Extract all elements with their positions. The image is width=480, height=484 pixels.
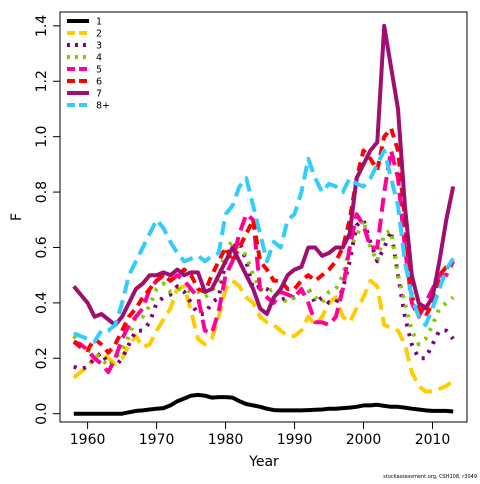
series-line-1 — [73, 392, 454, 416]
legend-label: 8+ — [96, 101, 110, 112]
y-tick-label: 0.0 — [34, 403, 50, 425]
series-line-7 — [72, 23, 456, 327]
y-tick-label: 0.2 — [34, 347, 50, 369]
footer-credit: stockassessment.org, CSH108, r3049 — [383, 474, 477, 480]
series-line-8 — [73, 148, 455, 344]
legend-label: 7 — [96, 89, 102, 100]
legend-item-5: 5 — [67, 65, 102, 76]
y-tick-label: 0.4 — [34, 292, 50, 314]
legend-item-1: 1 — [67, 17, 102, 28]
x-tick-label: 1960 — [70, 432, 106, 448]
series-line-2 — [72, 278, 455, 394]
series-line-6 — [72, 126, 455, 355]
x-axis: 1960 1970 1980 1990 2000 2010 — [70, 421, 451, 448]
legend-item-3: 3 — [67, 41, 102, 52]
y-axis: 0.0 0.2 0.4 0.6 0.8 1.0 1.2 1.4 — [34, 15, 61, 425]
legend-item-4: 4 — [67, 53, 102, 64]
y-tick-label: 1.2 — [34, 70, 50, 92]
y-tick-label: 1.4 — [34, 15, 50, 37]
legend-label: 6 — [96, 77, 102, 88]
x-tick-label: 1970 — [139, 432, 175, 448]
legend-label: 5 — [96, 65, 102, 76]
legend-item-6: 6 — [67, 77, 102, 88]
x-tick-label: 1980 — [208, 432, 244, 448]
legend-item-2: 2 — [67, 29, 102, 40]
x-tick-label: 1990 — [277, 432, 313, 448]
legend-label: 3 — [96, 41, 102, 52]
legend-label: 2 — [96, 29, 102, 40]
x-tick-label: 2000 — [346, 432, 382, 448]
series-layer — [72, 23, 456, 416]
y-tick-label: 1.0 — [34, 126, 50, 148]
series-line-5 — [73, 148, 455, 375]
x-tick-label: 2010 — [415, 432, 451, 448]
y-tick-label: 0.8 — [34, 181, 50, 203]
legend-item-7: 7 — [67, 89, 102, 100]
legend-label: 4 — [96, 53, 102, 64]
legend-item-8: 8+ — [67, 101, 110, 112]
x-axis-label: Year — [248, 454, 279, 470]
y-axis-label: F — [9, 213, 25, 221]
legend-label: 1 — [96, 17, 102, 28]
y-tick-label: 0.6 — [34, 236, 50, 258]
